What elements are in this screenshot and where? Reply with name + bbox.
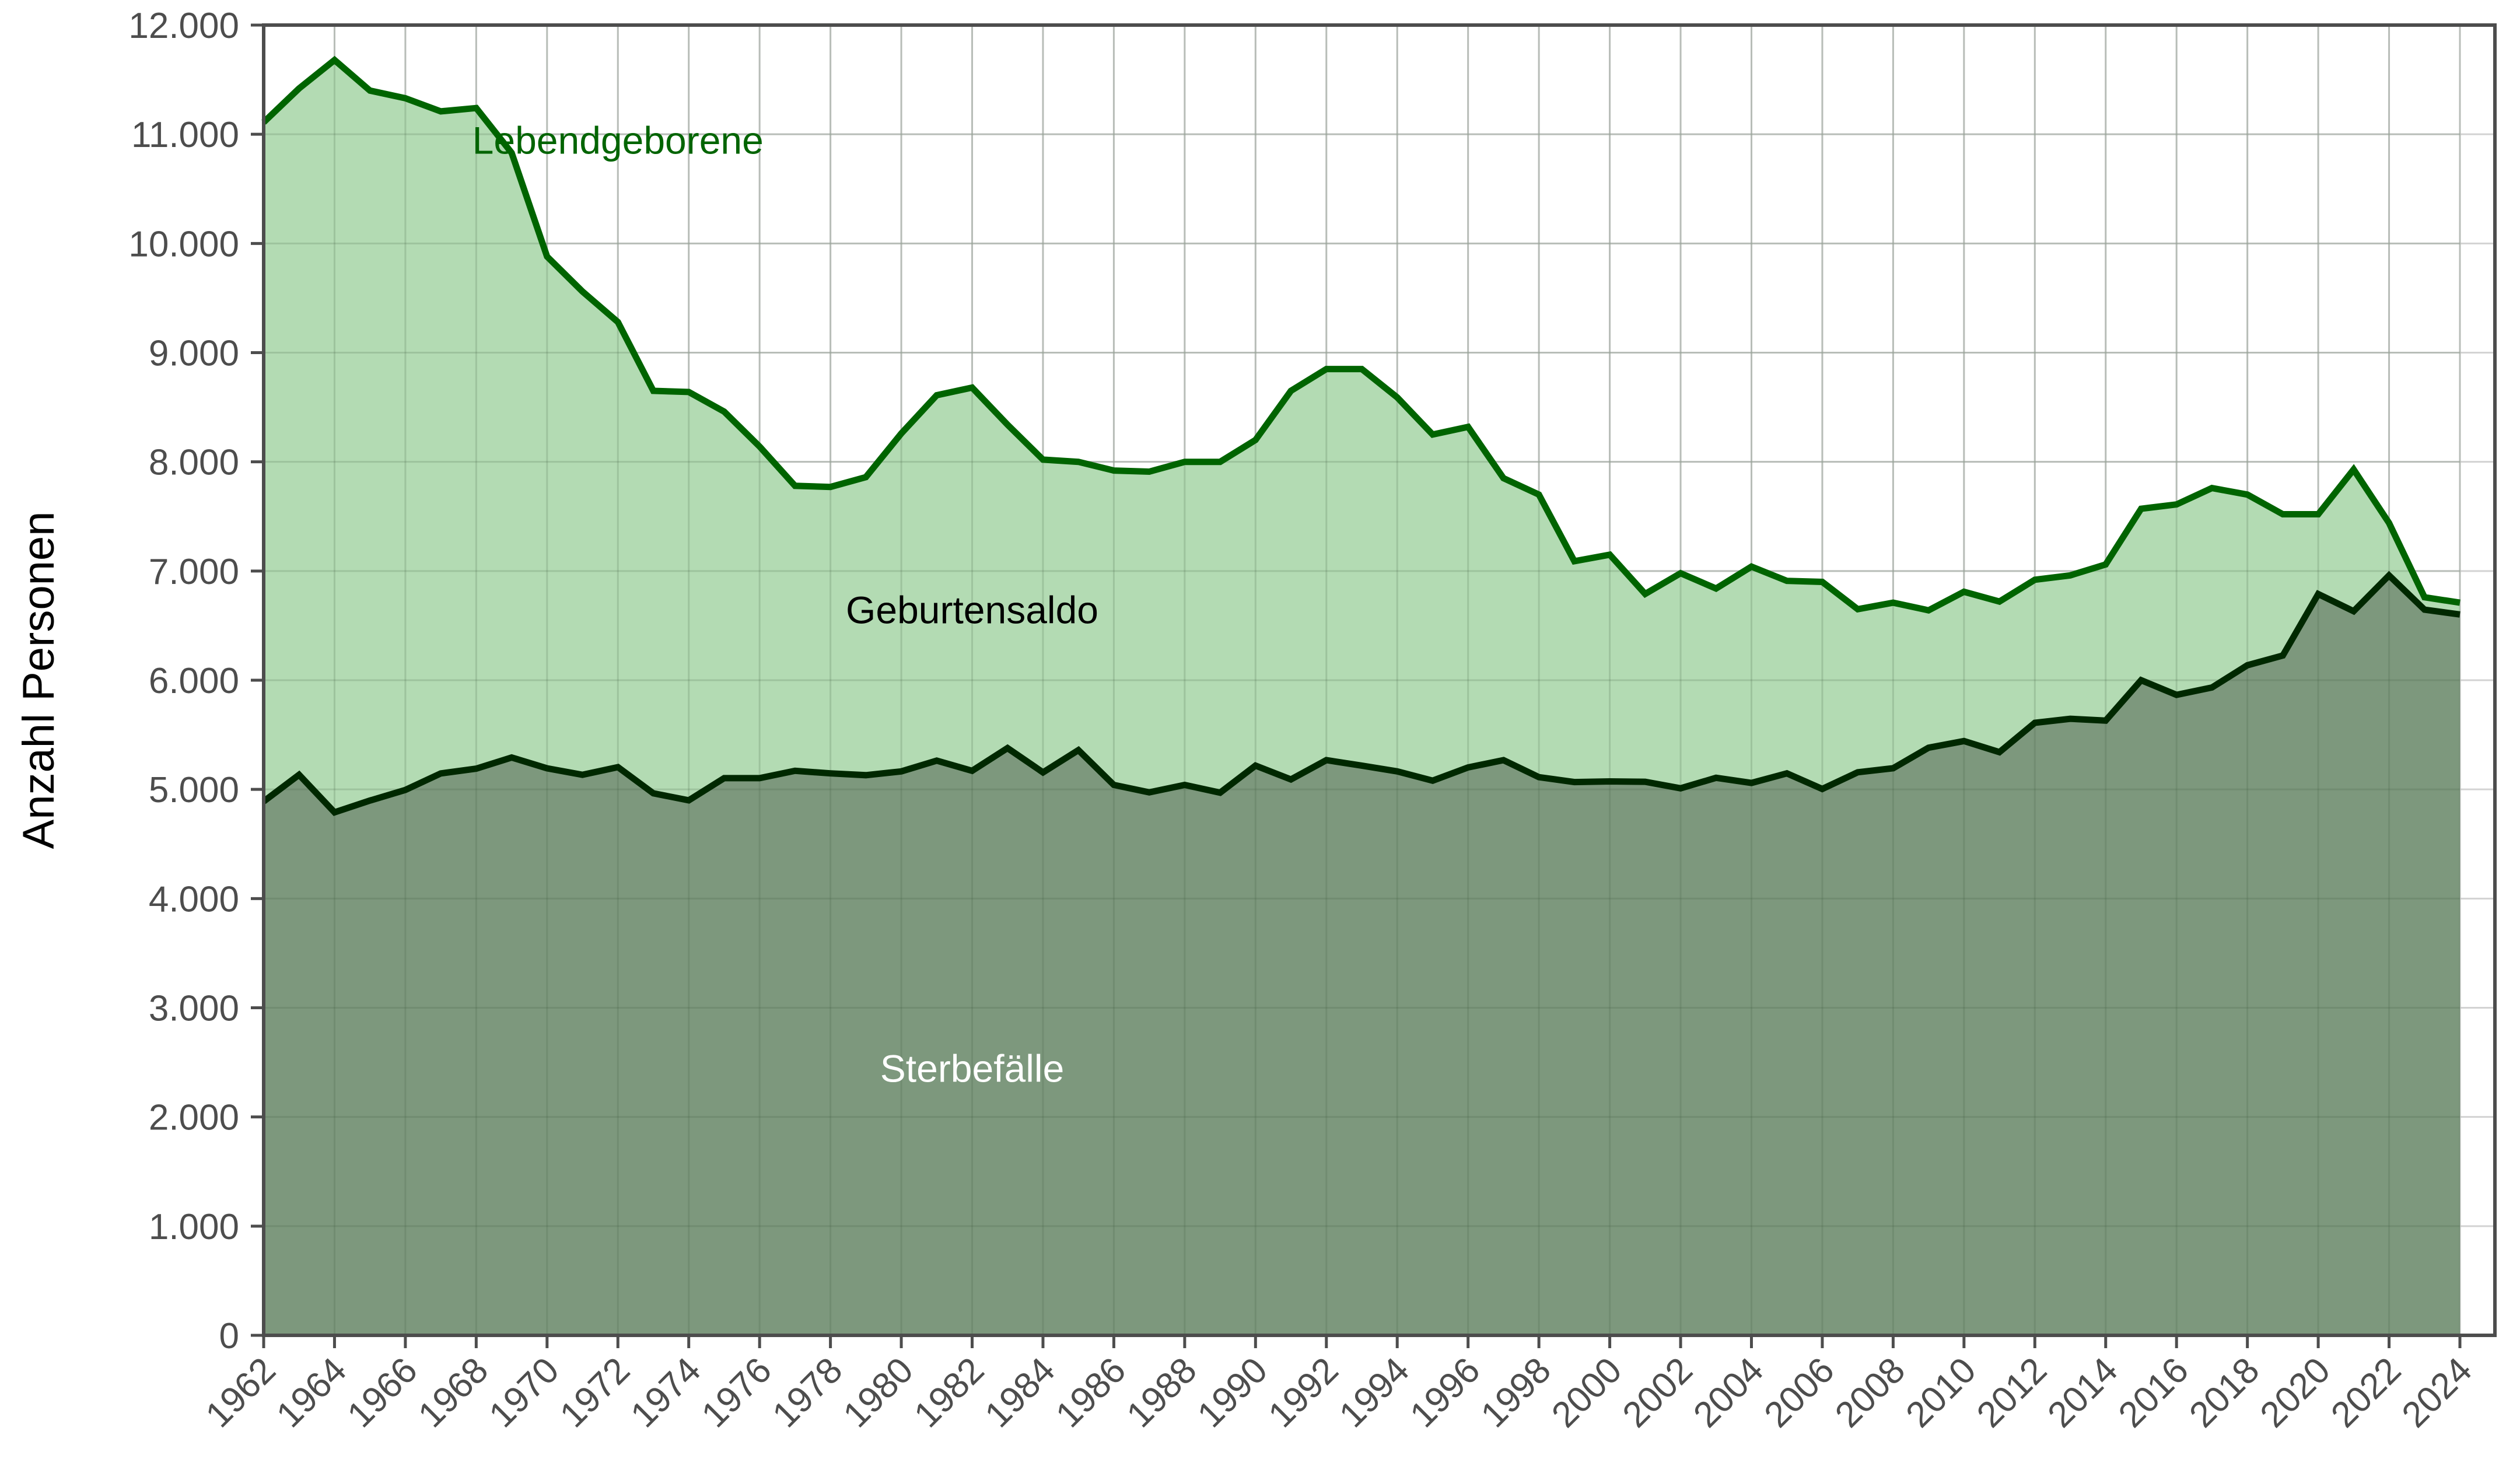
line-lebendgeborene	[261, 55, 2460, 614]
x-tick-label: 2012	[1969, 1350, 2054, 1435]
x-tick-label: 1998	[1474, 1350, 1559, 1435]
x-tick-label: 2018	[2182, 1350, 2267, 1435]
x-tick-label: 1976	[694, 1350, 779, 1435]
y-tick-label: 0	[219, 1316, 239, 1356]
x-tick-label: 2016	[2111, 1350, 2196, 1435]
x-tick-label: 2000	[1544, 1350, 1629, 1435]
x-tick-label: 1982	[907, 1350, 992, 1435]
area-sterbefaelle	[264, 575, 2460, 1335]
annotation-geburtensaldo: Geburtensaldo	[846, 588, 1098, 631]
y-tick-label: 5.000	[149, 770, 239, 810]
annotation-sterbefaelle: Sterbefälle	[880, 1047, 1065, 1090]
x-tick-label: 1988	[1119, 1350, 1204, 1435]
y-tick-label: 7.000	[149, 552, 239, 592]
x-tick-label: 2010	[1898, 1350, 1983, 1435]
x-tick-label: 1974	[623, 1350, 708, 1435]
x-tick-label: 1994	[1332, 1350, 1417, 1435]
y-tick-label: 2.000	[149, 1098, 239, 1138]
y-tick-label: 1.000	[149, 1207, 239, 1247]
x-tick-label: 1972	[552, 1350, 638, 1435]
x-tick-label: 1986	[1048, 1350, 1133, 1435]
x-axis: 1962196419661968197019721974197619781980…	[198, 1335, 2480, 1435]
x-tick-label: 2020	[2253, 1350, 2338, 1435]
y-axis: 0 1.000 2.000 3.000 4.000 5.000 6.000 7.000 8.00…	[128, 6, 264, 1356]
y-tick-label: 9.000	[149, 334, 239, 374]
x-tick-label: 1970	[481, 1350, 566, 1435]
y-tick-label: 8.000	[149, 443, 239, 483]
y-tick-label: 3.000	[149, 989, 239, 1029]
line-sterbefaelle	[261, 571, 2460, 816]
y-tick-label: 6.000	[149, 661, 239, 701]
x-tick-label: 1964	[269, 1350, 354, 1435]
x-tick-label: 1984	[978, 1350, 1063, 1435]
y-tick-label: 10.000	[128, 224, 239, 264]
x-tick-label: 2024	[2395, 1350, 2480, 1435]
x-tick-label: 1996	[1402, 1350, 1488, 1435]
y-tick-label: 11.000	[131, 115, 239, 155]
x-tick-label: 1992	[1261, 1350, 1346, 1435]
y-axis-title: Anzahl Personen	[14, 512, 64, 849]
annotation-lebendgeborene: Lebendgeborene	[473, 119, 764, 162]
y-tick-label: 12.000	[128, 6, 239, 46]
x-tick-label: 1966	[340, 1350, 425, 1435]
x-tick-label: 1990	[1190, 1350, 1275, 1435]
x-tick-label: 2002	[1615, 1350, 1700, 1435]
x-tick-label: 2014	[2040, 1350, 2125, 1435]
x-tick-label: 2008	[1828, 1350, 1913, 1435]
x-tick-label: 2006	[1757, 1350, 1842, 1435]
x-tick-label: 1980	[836, 1350, 921, 1435]
x-tick-label: 1962	[198, 1350, 284, 1435]
x-tick-label: 1968	[411, 1350, 496, 1435]
y-tick-label: 4.000	[149, 879, 239, 919]
x-tick-label: 2022	[2323, 1350, 2409, 1435]
x-tick-label: 1978	[765, 1350, 850, 1435]
x-tick-label: 2004	[1686, 1350, 1771, 1435]
